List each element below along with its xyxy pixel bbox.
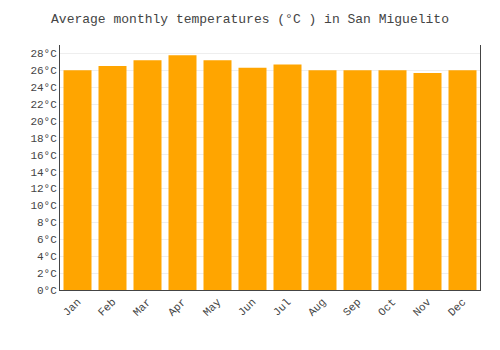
svg-text:Aug: Aug <box>306 296 328 318</box>
svg-text:12°C: 12°C <box>30 183 57 195</box>
svg-text:Oct: Oct <box>376 296 398 318</box>
svg-text:8°C: 8°C <box>37 217 57 229</box>
svg-text:22°C: 22°C <box>30 99 57 111</box>
svg-text:2°C: 2°C <box>37 268 57 280</box>
svg-text:6°C: 6°C <box>37 234 57 246</box>
svg-text:20°C: 20°C <box>30 116 57 128</box>
svg-text:Mar: Mar <box>131 296 153 318</box>
svg-text:16°C: 16°C <box>30 150 57 162</box>
svg-text:4°C: 4°C <box>37 251 57 263</box>
svg-text:Jul: Jul <box>271 296 293 318</box>
svg-text:Dec: Dec <box>446 296 468 318</box>
svg-text:24°C: 24°C <box>30 82 57 94</box>
svg-text:Jun: Jun <box>236 296 258 318</box>
svg-text:14°C: 14°C <box>30 167 57 179</box>
svg-text:0°C: 0°C <box>37 285 57 297</box>
svg-text:28°C: 28°C <box>30 48 57 60</box>
svg-text:Nov: Nov <box>411 296 434 319</box>
svg-text:10°C: 10°C <box>30 200 57 212</box>
svg-text:May: May <box>201 296 224 319</box>
svg-text:18°C: 18°C <box>30 133 57 145</box>
svg-text:Apr: Apr <box>166 296 188 318</box>
svg-text:Feb: Feb <box>96 296 118 318</box>
svg-text:26°C: 26°C <box>30 65 57 77</box>
svg-text:Sep: Sep <box>341 296 363 318</box>
svg-text:Average monthly temperatures (: Average monthly temperatures (°C ) in Sa… <box>51 12 449 27</box>
svg-text:Jan: Jan <box>61 296 83 318</box>
